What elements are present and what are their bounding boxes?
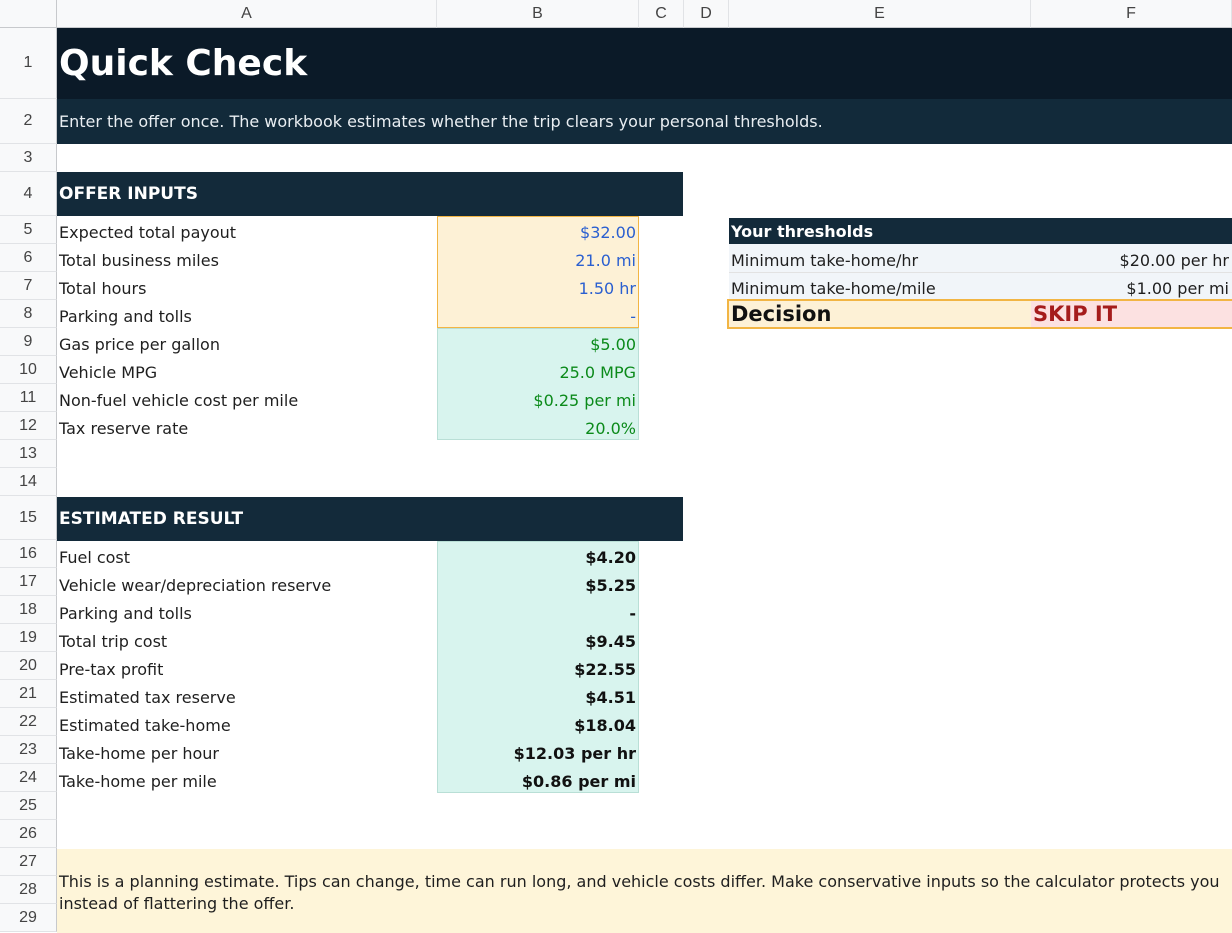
column-header-a[interactable]: A xyxy=(57,0,437,28)
input-value-gas-price[interactable]: $5.00 xyxy=(590,334,636,354)
input-value-payout[interactable]: $32.00 xyxy=(580,222,636,242)
column-header-b[interactable]: B xyxy=(437,0,639,28)
note-text: This is a planning estimate. Tips can ch… xyxy=(59,872,1220,913)
result-label-total-cost: Total trip cost xyxy=(59,631,168,651)
row-header-7[interactable]: 7 xyxy=(0,272,57,300)
row-header-4[interactable]: 4 xyxy=(0,172,57,216)
row-header-27[interactable]: 27 xyxy=(0,848,57,876)
row-header-6[interactable]: 6 xyxy=(0,244,57,272)
result-value-fuel[interactable]: $4.20 xyxy=(585,547,636,567)
result-value-tax[interactable]: $4.51 xyxy=(585,687,636,707)
row-header-25[interactable]: 25 xyxy=(0,792,57,820)
input-value-miles[interactable]: 21.0 mi xyxy=(575,250,636,270)
result-label-wear: Vehicle wear/depreciation reserve xyxy=(59,575,332,595)
result-value-takehome[interactable]: $18.04 xyxy=(574,715,636,735)
result-label-parking: Parking and tolls xyxy=(59,603,192,623)
assumption-cells-highlight xyxy=(437,328,639,440)
select-all-corner[interactable] xyxy=(0,0,57,28)
row-header-11[interactable]: 11 xyxy=(0,384,57,412)
threshold-value-hourly[interactable]: $20.00 per hr xyxy=(1119,250,1229,270)
row-header-14[interactable]: 14 xyxy=(0,468,57,496)
row-header-8[interactable]: 8 xyxy=(0,300,57,328)
result-cells-highlight xyxy=(437,541,639,793)
subtitle-bar: Enter the offer once. The workbook estim… xyxy=(57,99,1232,144)
row-header-15[interactable]: 15 xyxy=(0,496,57,540)
column-header-c[interactable]: C xyxy=(639,0,684,28)
input-value-mpg[interactable]: 25.0 MPG xyxy=(559,362,636,382)
threshold-value-mile[interactable]: $1.00 per mi xyxy=(1126,278,1229,298)
row-header-22[interactable]: 22 xyxy=(0,708,57,736)
threshold-label-mile: Minimum take-home/mile xyxy=(731,278,936,298)
row-header-10[interactable]: 10 xyxy=(0,356,57,384)
decision-value-fill xyxy=(1031,301,1232,327)
input-value-hours[interactable]: 1.50 hr xyxy=(578,278,636,298)
result-value-per-hour[interactable]: $12.03 per hr xyxy=(513,743,636,763)
column-header-d[interactable]: D xyxy=(684,0,729,28)
input-value-parking[interactable]: - xyxy=(630,306,636,326)
row-header-3[interactable]: 3 xyxy=(0,144,57,172)
row-header-13[interactable]: 13 xyxy=(0,440,57,468)
result-value-pretax[interactable]: $22.55 xyxy=(574,659,636,679)
input-label-parking: Parking and tolls xyxy=(59,306,192,326)
column-header-e[interactable]: E xyxy=(729,0,1031,28)
page-title: Quick Check xyxy=(59,43,308,84)
estimated-result-header: ESTIMATED RESULT xyxy=(57,497,683,541)
result-value-per-mile[interactable]: $0.86 per mi xyxy=(521,771,636,791)
input-label-hours: Total hours xyxy=(59,278,147,298)
row-header-21[interactable]: 21 xyxy=(0,680,57,708)
result-value-wear[interactable]: $5.25 xyxy=(585,575,636,595)
subtitle: Enter the offer once. The workbook estim… xyxy=(59,112,823,131)
input-label-tax-rate: Tax reserve rate xyxy=(59,418,189,438)
row-header-18[interactable]: 18 xyxy=(0,596,57,624)
row-header-29[interactable]: 29 xyxy=(0,904,57,932)
result-label-tax: Estimated tax reserve xyxy=(59,687,236,707)
decision-value: SKIP IT xyxy=(1033,302,1118,326)
result-value-parking[interactable]: - xyxy=(629,603,636,623)
row-header-19[interactable]: 19 xyxy=(0,624,57,652)
result-label-fuel: Fuel cost xyxy=(59,547,131,567)
row-header-9[interactable]: 9 xyxy=(0,328,57,356)
row-header-20[interactable]: 20 xyxy=(0,652,57,680)
row-header-23[interactable]: 23 xyxy=(0,736,57,764)
row-header-26[interactable]: 26 xyxy=(0,820,57,848)
input-label-payout: Expected total payout xyxy=(59,222,237,242)
row-header-17[interactable]: 17 xyxy=(0,568,57,596)
offer-inputs-header: OFFER INPUTS xyxy=(57,172,683,216)
result-label-takehome: Estimated take-home xyxy=(59,715,231,735)
row-header-5[interactable]: 5 xyxy=(0,216,57,244)
input-value-nonfuel-cost[interactable]: $0.25 per mi xyxy=(533,390,636,410)
input-cells-highlight xyxy=(437,216,639,328)
row-header-16[interactable]: 16 xyxy=(0,540,57,568)
input-value-tax-rate[interactable]: 20.0% xyxy=(585,418,636,438)
title-bar: Quick Check xyxy=(57,28,1232,99)
result-value-total-cost[interactable]: $9.45 xyxy=(585,631,636,651)
input-label-gas-price: Gas price per gallon xyxy=(59,334,220,354)
threshold-label-hourly: Minimum take-home/hr xyxy=(731,250,919,270)
input-label-mpg: Vehicle MPG xyxy=(59,362,158,382)
column-header-f[interactable]: F xyxy=(1031,0,1232,28)
result-label-per-hour: Take-home per hour xyxy=(59,743,219,763)
row-header-12[interactable]: 12 xyxy=(0,412,57,440)
result-label-pretax: Pre-tax profit xyxy=(59,659,164,679)
input-label-miles: Total business miles xyxy=(59,250,219,270)
thresholds-header: Your thresholds xyxy=(729,218,1232,244)
note-box: This is a planning estimate. Tips can ch… xyxy=(57,849,1232,933)
decision-label: Decision xyxy=(731,302,832,326)
row-header-2[interactable]: 2 xyxy=(0,99,57,144)
result-label-per-mile: Take-home per mile xyxy=(59,771,217,791)
input-label-nonfuel-cost: Non-fuel vehicle cost per mile xyxy=(59,390,299,410)
row-header-1[interactable]: 1 xyxy=(0,28,57,99)
row-header-24[interactable]: 24 xyxy=(0,764,57,792)
row-header-28[interactable]: 28 xyxy=(0,876,57,904)
